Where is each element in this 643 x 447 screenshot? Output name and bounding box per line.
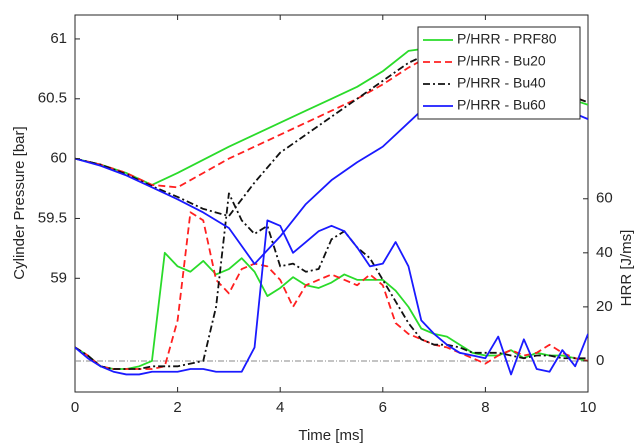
y-tick-label: 59.5 [38, 209, 67, 226]
legend-label: P/HRR - Bu20 [457, 53, 546, 69]
x-axis-label: Time [ms] [298, 427, 363, 444]
hrr-line [75, 211, 588, 370]
y-tick-label: 60.5 [38, 90, 67, 107]
x-tick-label: 4 [276, 399, 284, 416]
y2-tick-label: 20 [596, 298, 613, 315]
legend: P/HRR - PRF80 P/HRR - Bu20 P/HRR - Bu40 P/H… [417, 26, 581, 120]
x-tick-label: 0 [71, 399, 79, 416]
pressure-line [75, 50, 588, 217]
y2-tick-label: 0 [596, 352, 604, 369]
y2-axis-label: HRR [J/ms] [618, 230, 635, 307]
pressure-line [75, 50, 588, 189]
y2-tick-label: 40 [596, 244, 613, 261]
y-tick-label: 61 [50, 30, 67, 47]
x-tick-label: 2 [173, 399, 181, 416]
legend-label: P/HRR - Bu40 [457, 75, 546, 91]
x-tick-label: 6 [379, 399, 387, 416]
x-tick-label: 10 [580, 399, 597, 416]
hrr-line [75, 219, 588, 376]
hrr-line [75, 192, 588, 370]
y2-tick-label: 60 [596, 190, 613, 207]
legend-box [417, 26, 581, 120]
x-tick-label: 8 [481, 399, 489, 416]
legend-label: P/HRR - PRF80 [457, 31, 557, 47]
y-tick-label: 59 [50, 269, 67, 286]
y-axis-label: Cylinder Pressure [bar] [11, 126, 28, 279]
y-tick-label: 60 [50, 150, 67, 167]
legend-label: P/HRR - Bu60 [457, 97, 546, 113]
hrr-line [75, 251, 588, 370]
